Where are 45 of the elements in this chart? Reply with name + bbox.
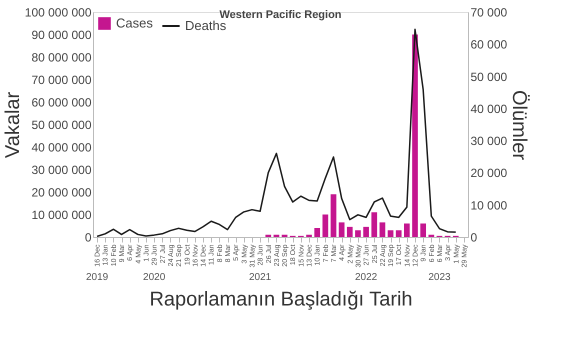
text: 2019 (86, 272, 109, 283)
bar (420, 224, 426, 237)
y-tick-label: 50 000 000 (31, 118, 92, 132)
y-tick-label: 0 (84, 230, 92, 244)
legend-label: Cases (116, 16, 154, 30)
text: 2022 (354, 272, 378, 283)
text: 2020 (143, 272, 166, 283)
legend-label: Deaths (185, 18, 227, 33)
y-tick-label: 10 000 000 (31, 208, 92, 222)
bar (355, 230, 361, 237)
y2-tick-label: 60 000 (470, 38, 508, 52)
y2-tick-label: 0 (470, 230, 478, 244)
y-tick-label: 90 000 000 (31, 28, 92, 42)
bar (388, 230, 394, 237)
y-tick-label: 30 000 000 (31, 163, 92, 177)
y-axis-title: Vakalar (2, 91, 24, 158)
y-tick-label: 70 000 000 (31, 73, 92, 87)
bar (404, 224, 410, 237)
y-tick-label: 60 000 000 (31, 96, 92, 110)
bar (380, 222, 386, 237)
y2-tick-label: 70 000 (470, 6, 508, 20)
x-axis-title: Raporlamanın Başladığı Tarih (149, 288, 413, 310)
y2-axis-title: Ölümler (508, 90, 530, 160)
y2-tick-label: 40 000 (470, 102, 508, 116)
bar (338, 222, 344, 237)
bar (330, 194, 336, 237)
y2-tick-label: 20 000 (470, 166, 508, 180)
y-tick-label: 100 000 000 (24, 6, 92, 20)
text: 2023 (428, 272, 452, 283)
bar (346, 226, 353, 237)
text: 2021 (248, 272, 272, 283)
y2-tick-label: 50 000 (470, 70, 508, 84)
bar (314, 228, 320, 237)
bar (363, 226, 369, 237)
bar (322, 214, 328, 237)
y-tick-label: 40 000 000 (31, 140, 92, 154)
bar (412, 34, 418, 237)
bar (396, 230, 402, 237)
y-tick-label: 20 000 000 (31, 186, 92, 200)
y2-tick-label: 30 000 (470, 134, 508, 148)
y2-tick-label: 10 000 (470, 198, 508, 212)
bar (371, 212, 378, 237)
chart-title: Western Pacific Region (219, 9, 342, 21)
y-tick-label: 80 000 000 (31, 50, 92, 64)
line-series (96, 28, 457, 238)
